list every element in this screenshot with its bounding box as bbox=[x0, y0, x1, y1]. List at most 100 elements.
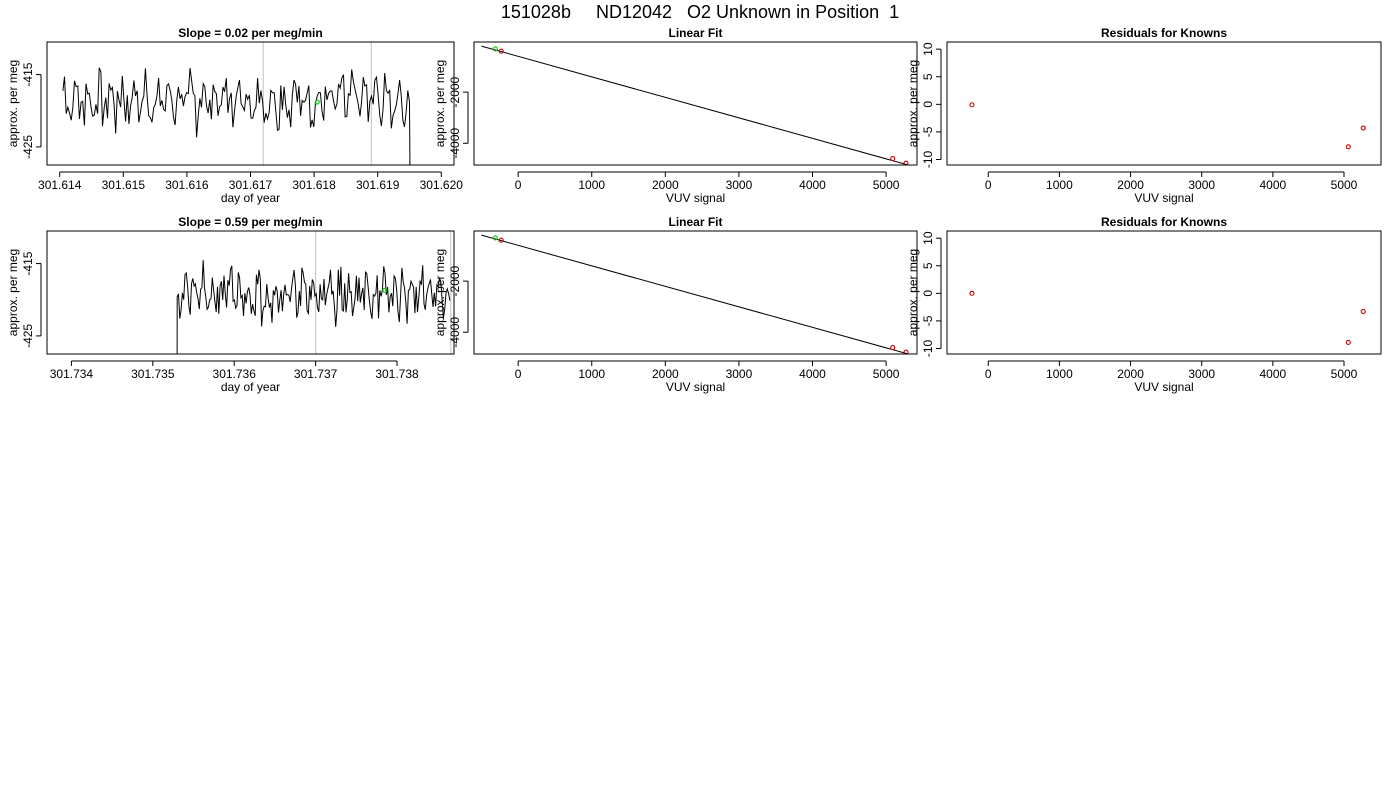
x-tick-label: 2000 bbox=[1117, 367, 1144, 381]
x-axis-label: VUV signal bbox=[1134, 380, 1193, 394]
x-tick-label: 0 bbox=[515, 178, 522, 192]
panel-linear-fit-2: Linear Fit 0 1000 2000 3000 4000 5000 VUV signa… bbox=[433, 215, 918, 394]
panel-title: Linear Fit bbox=[668, 26, 722, 40]
plot-frame bbox=[473, 230, 918, 355]
data-point-known bbox=[969, 290, 975, 296]
x-axis: 301.734 301.735 301.736 301.737 301.738 day o… bbox=[50, 360, 419, 394]
panel-title: Residuals for Knowns bbox=[1101, 26, 1227, 40]
panel-title: Residuals for Knowns bbox=[1101, 215, 1227, 229]
y-tick-label: -4000 bbox=[448, 317, 462, 348]
x-tick-label: 1000 bbox=[578, 178, 605, 192]
x-tick-label: 301.615 bbox=[102, 178, 146, 192]
x-tick-label: 1000 bbox=[1046, 178, 1073, 192]
x-tick-label: 3000 bbox=[726, 367, 753, 381]
plot-area bbox=[62, 42, 411, 165]
x-tick-label: 5000 bbox=[1331, 178, 1358, 192]
plot-frame bbox=[946, 41, 1382, 166]
x-tick-label: 301.620 bbox=[420, 178, 464, 192]
x-tick-label: 301.616 bbox=[165, 178, 209, 192]
y-tick-label: -2000 bbox=[448, 76, 462, 107]
x-axis: 301.614 301.615 301.616 301.617 301.618 301.6… bbox=[38, 171, 464, 205]
y-axis-label: approx. per meg bbox=[6, 249, 20, 336]
plot-area bbox=[176, 231, 452, 354]
plot-frame bbox=[473, 41, 918, 166]
data-point-known bbox=[1345, 144, 1351, 150]
x-axis: 0 1000 2000 3000 4000 5000 VUV signal bbox=[515, 171, 900, 205]
highlight-point bbox=[314, 99, 320, 105]
highlight-point bbox=[382, 287, 388, 293]
x-tick-label: 4000 bbox=[799, 367, 826, 381]
y-tick-label: -415 bbox=[21, 62, 35, 86]
x-tick-label: 4000 bbox=[799, 178, 826, 192]
x-tick-label: 301.619 bbox=[356, 178, 400, 192]
x-tick-label: 3000 bbox=[1188, 178, 1215, 192]
y-tick-label: -10 bbox=[921, 150, 935, 168]
y-tick-label: 5 bbox=[921, 73, 935, 80]
y-axis-label: approx. per meg bbox=[433, 60, 447, 147]
data-point-unknown bbox=[492, 235, 498, 241]
x-tick-label: 0 bbox=[985, 367, 992, 381]
data-point-known bbox=[890, 156, 896, 162]
x-axis-label: VUV signal bbox=[666, 191, 725, 205]
series-line bbox=[62, 67, 411, 165]
y-tick-label: -2000 bbox=[448, 265, 462, 296]
data-point-known bbox=[1360, 125, 1366, 131]
panel-timeseries-2: Slope = 0.59 per meg/min 301.734 301.735 30… bbox=[6, 215, 455, 394]
x-tick-label: 5000 bbox=[873, 367, 900, 381]
plot-frame bbox=[46, 230, 455, 355]
plot-area bbox=[969, 102, 1366, 150]
series-line bbox=[176, 260, 451, 354]
x-axis-label: day of year bbox=[221, 380, 280, 394]
x-tick-label: 301.735 bbox=[131, 367, 175, 381]
plot-area bbox=[481, 45, 909, 165]
x-tick-label: 301.737 bbox=[294, 367, 338, 381]
x-axis-label: day of year bbox=[221, 191, 280, 205]
data-point-known bbox=[903, 349, 909, 354]
x-tick-label: 0 bbox=[985, 178, 992, 192]
y-tick-label: 10 bbox=[921, 231, 935, 245]
y-axis-label: approx. per meg bbox=[906, 249, 920, 336]
x-tick-label: 0 bbox=[515, 367, 522, 381]
y-axis-label: approx. per meg bbox=[433, 249, 447, 336]
data-point-known bbox=[1360, 308, 1366, 315]
y-tick-label: -4000 bbox=[448, 128, 462, 159]
data-point-known bbox=[1345, 339, 1351, 345]
x-tick-label: 1000 bbox=[578, 367, 605, 381]
y-tick-label: 0 bbox=[921, 290, 935, 297]
x-tick-label: 5000 bbox=[1331, 367, 1358, 381]
x-axis: 0 1000 2000 3000 4000 5000 VUV signal bbox=[985, 171, 1358, 205]
panel-linear-fit-1: Linear Fit 0 1000 2000 3000 4000 5000 VUV signa… bbox=[433, 26, 918, 205]
panel-title: Slope = 0.59 per meg/min bbox=[178, 215, 322, 229]
y-tick-label: -5 bbox=[921, 315, 935, 326]
x-tick-label: 5000 bbox=[873, 178, 900, 192]
x-tick-label: 3000 bbox=[726, 178, 753, 192]
plot-area bbox=[969, 290, 1366, 345]
data-point-known bbox=[969, 102, 975, 108]
y-tick-label: -425 bbox=[21, 324, 35, 348]
x-tick-label: 301.618 bbox=[292, 178, 336, 192]
y-tick-label: 10 bbox=[921, 42, 935, 56]
x-tick-label: 4000 bbox=[1260, 367, 1287, 381]
panel-title: Linear Fit bbox=[668, 215, 722, 229]
x-tick-label: 301.734 bbox=[50, 367, 94, 381]
fit-line bbox=[481, 234, 909, 354]
y-tick-label: -10 bbox=[921, 339, 935, 357]
x-tick-label: 3000 bbox=[1188, 367, 1215, 381]
fit-line bbox=[481, 45, 909, 165]
y-tick-label: 0 bbox=[921, 101, 935, 108]
data-point-known bbox=[890, 345, 896, 351]
plot-frame bbox=[46, 41, 455, 166]
x-axis-label: VUV signal bbox=[1134, 191, 1193, 205]
plot-area bbox=[481, 234, 909, 354]
x-tick-label: 2000 bbox=[652, 367, 679, 381]
x-axis-label: VUV signal bbox=[666, 380, 725, 394]
